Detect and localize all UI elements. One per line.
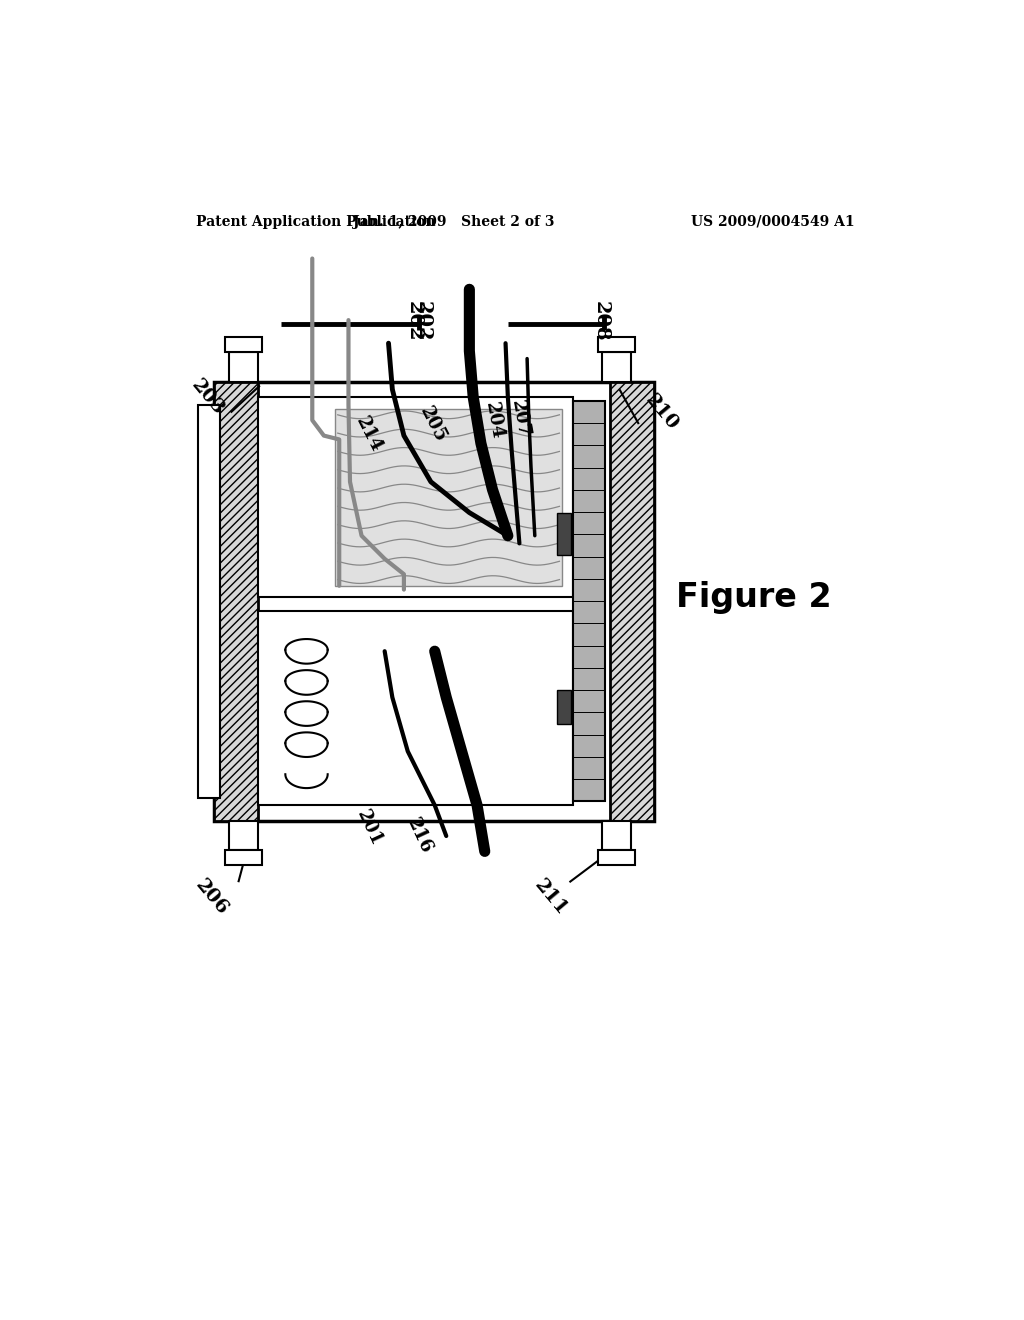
- Bar: [229, 821, 258, 850]
- Text: 211: 211: [530, 876, 570, 919]
- Text: Figure 2: Figure 2: [677, 581, 833, 614]
- Text: US 2009/0004549 A1: US 2009/0004549 A1: [691, 215, 854, 228]
- Text: 201: 201: [353, 808, 385, 849]
- Bar: [199, 405, 220, 797]
- Bar: [336, 409, 562, 586]
- Bar: [602, 352, 631, 381]
- Bar: [214, 381, 654, 821]
- Text: 216: 216: [403, 816, 435, 857]
- Bar: [225, 850, 262, 866]
- Bar: [557, 512, 571, 554]
- Text: 214: 214: [352, 413, 386, 455]
- Bar: [602, 821, 631, 850]
- Text: 204: 204: [482, 400, 506, 441]
- Text: Patent Application Publication: Patent Application Publication: [196, 215, 435, 228]
- Bar: [214, 381, 258, 821]
- Bar: [258, 397, 573, 598]
- Bar: [609, 381, 654, 821]
- Bar: [598, 337, 635, 352]
- Text: 203: 203: [187, 376, 227, 418]
- Bar: [225, 337, 262, 352]
- Text: Jan. 1, 2009   Sheet 2 of 3: Jan. 1, 2009 Sheet 2 of 3: [353, 215, 555, 228]
- Bar: [598, 850, 635, 866]
- Bar: [258, 611, 573, 805]
- Text: 208: 208: [591, 301, 609, 342]
- Text: 202: 202: [414, 301, 432, 342]
- Bar: [557, 690, 571, 725]
- Text: 205: 205: [416, 403, 449, 445]
- Bar: [229, 352, 258, 381]
- Text: 210: 210: [642, 391, 682, 434]
- Bar: [572, 401, 605, 801]
- Text: 207: 207: [508, 399, 532, 438]
- Text: 202: 202: [404, 301, 423, 342]
- Text: 206: 206: [191, 876, 231, 919]
